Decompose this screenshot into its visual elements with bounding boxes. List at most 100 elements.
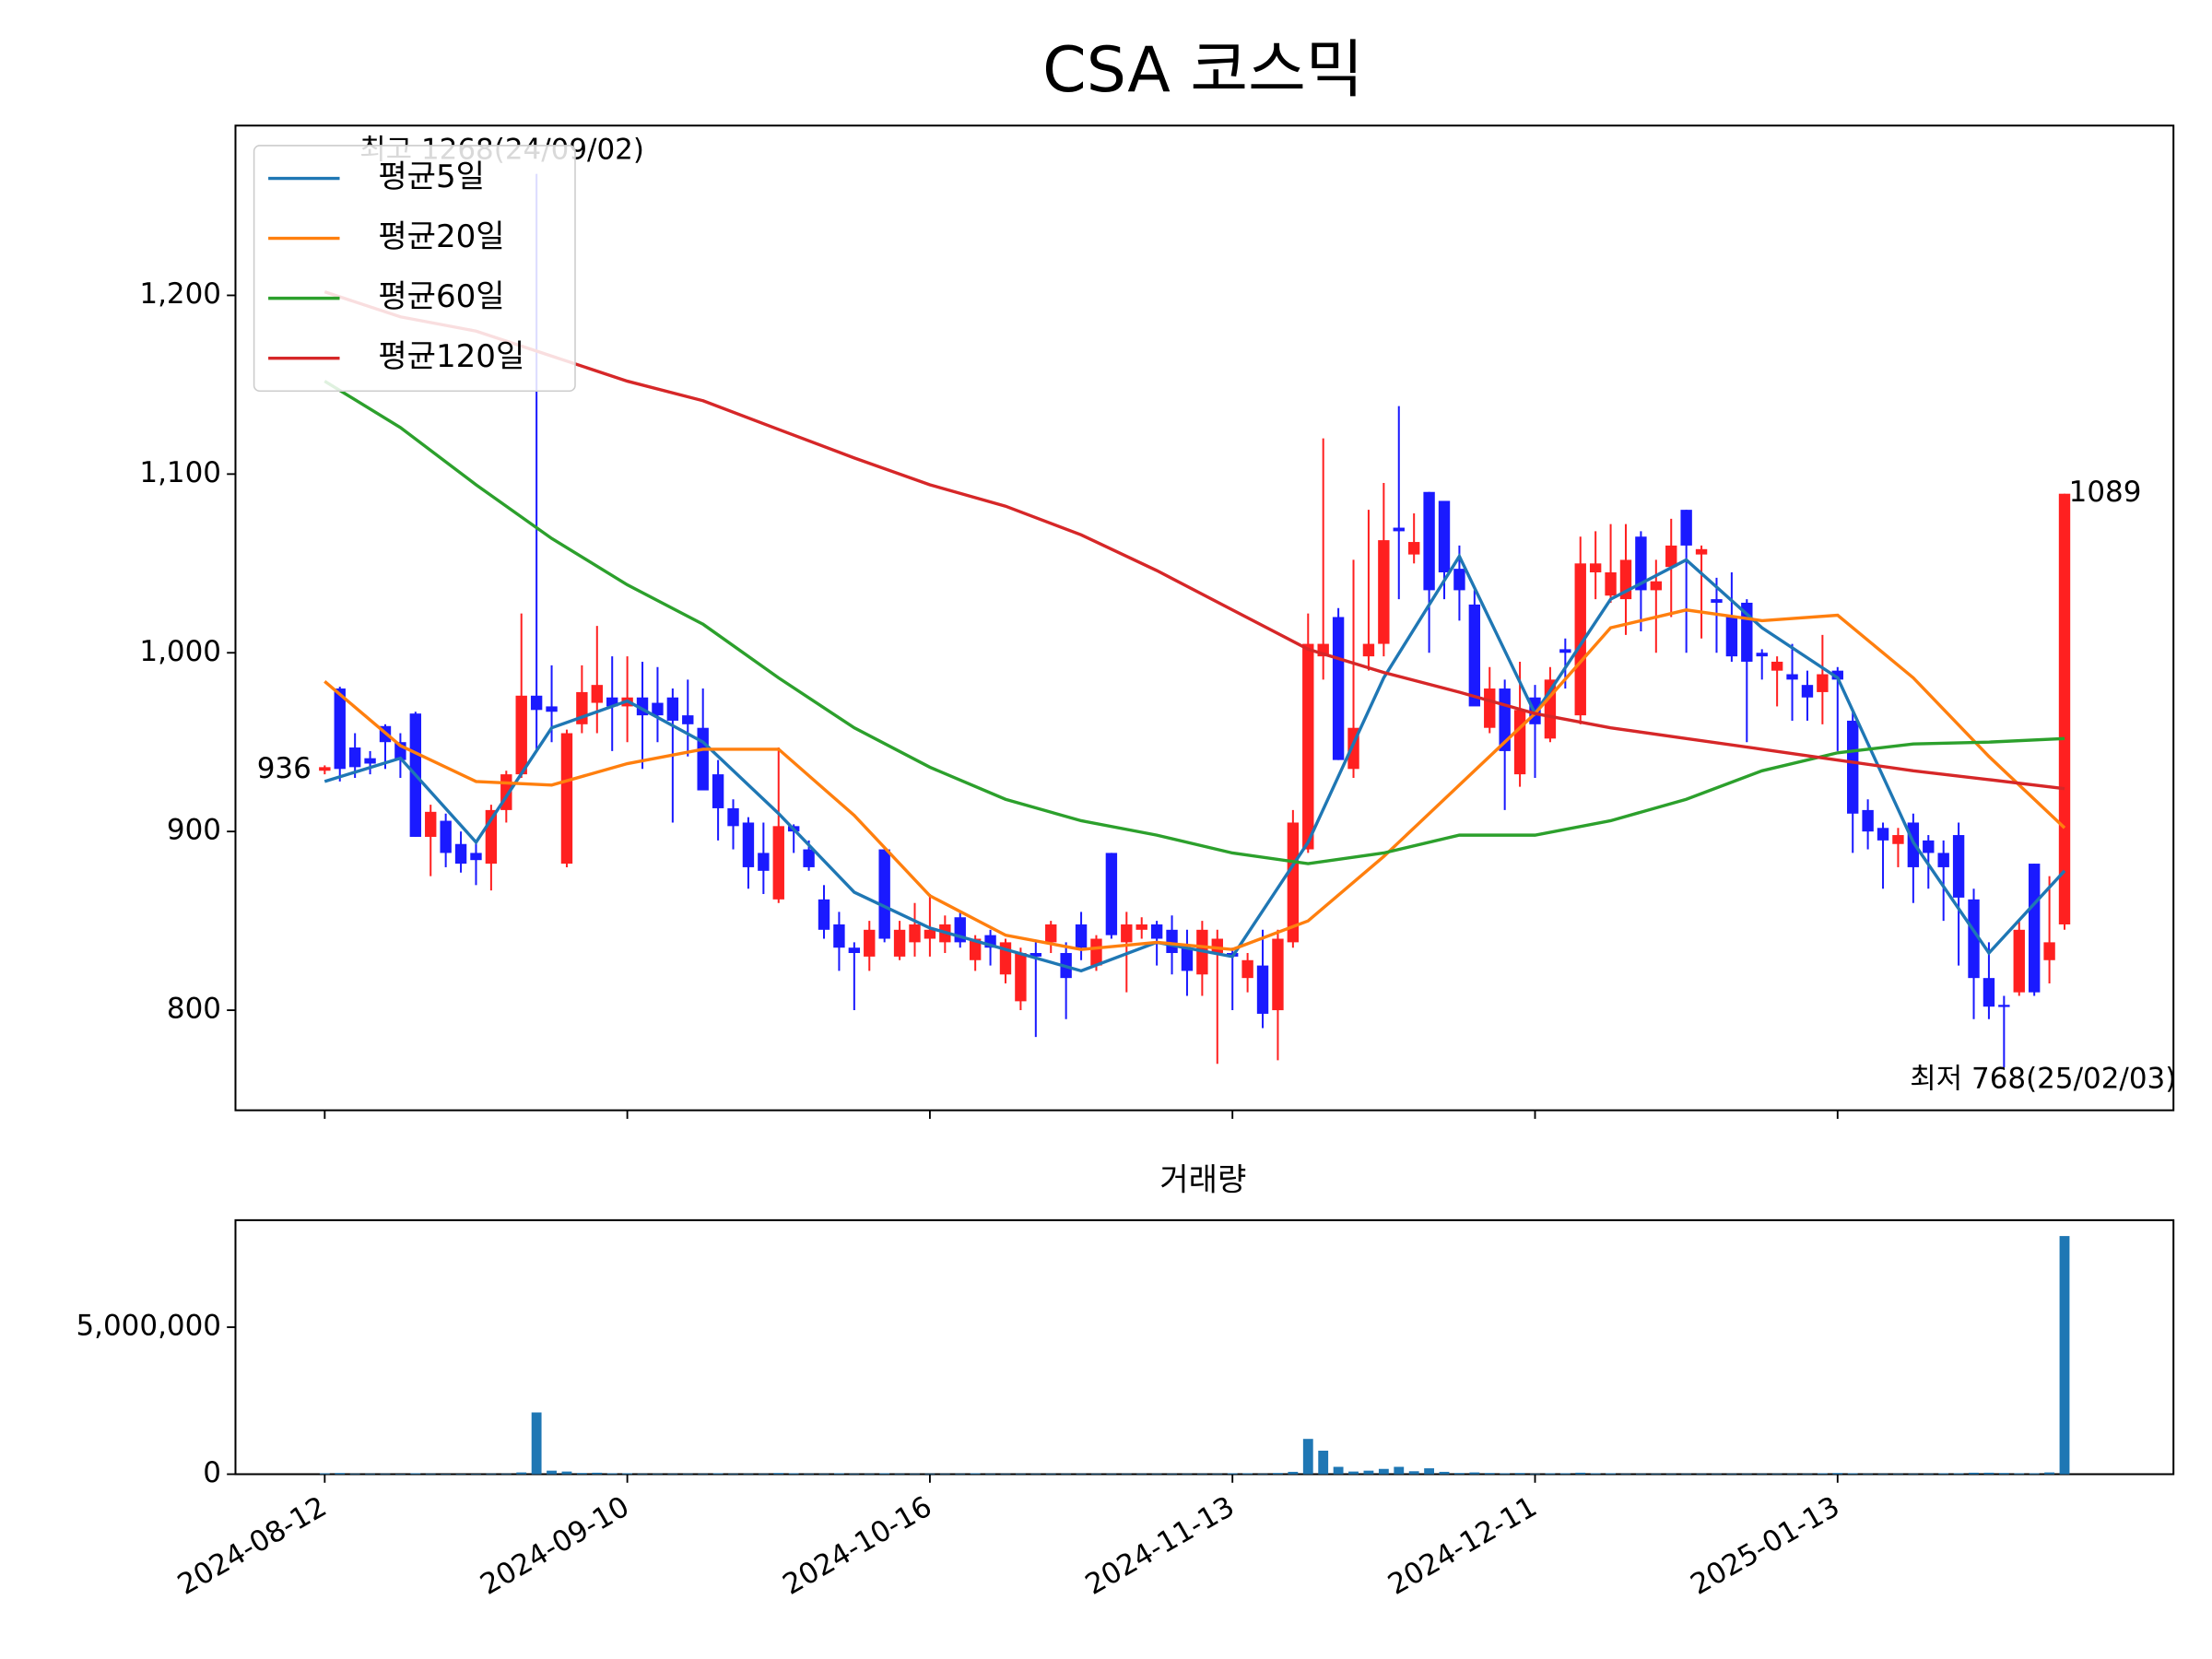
- candle-body: [1801, 685, 1814, 698]
- volume-bar: [1665, 1473, 1677, 1475]
- legend-label: 평균20일: [378, 218, 504, 255]
- candle-body: [1241, 959, 1253, 979]
- volume-bar: [939, 1473, 950, 1475]
- candle-body: [742, 822, 755, 867]
- candle-body: [1211, 938, 1223, 954]
- candle-body: [530, 695, 543, 711]
- volume-bar: [1757, 1473, 1768, 1475]
- candle-body: [1090, 938, 1102, 966]
- candle-body: [1937, 853, 1949, 867]
- volume-bar: [924, 1473, 935, 1475]
- candle-body: [1302, 643, 1314, 850]
- volume-bar: [622, 1473, 633, 1475]
- volume-bar: [1741, 1473, 1752, 1475]
- ma-line: [324, 553, 2066, 973]
- candle-body: [712, 774, 724, 808]
- candle-body: [909, 924, 921, 943]
- volume-bar: [1257, 1473, 1268, 1475]
- volume-bar: [667, 1473, 678, 1475]
- chart-title: CSA 코스믹: [1042, 34, 1363, 107]
- candle-body: [1181, 947, 1194, 971]
- candle-body: [833, 924, 845, 948]
- candle-body: [1513, 710, 1526, 775]
- volume-bar: [1908, 1473, 1919, 1475]
- volume-bar: [1288, 1471, 1299, 1475]
- volume-bar: [576, 1473, 587, 1475]
- candle-body: [1256, 965, 1269, 1014]
- volume-bar: [1514, 1473, 1525, 1475]
- volume-bar: [1863, 1473, 1874, 1475]
- volume-bar: [1106, 1473, 1117, 1475]
- volume-bar: [1318, 1450, 1329, 1475]
- candle-body: [1453, 569, 1465, 591]
- ma-line: [324, 290, 2065, 791]
- candle-body: [682, 715, 694, 724]
- volume-bar: [1045, 1473, 1056, 1475]
- volume-bar: [637, 1473, 648, 1475]
- candle-body: [848, 947, 861, 954]
- volume-bar: [1363, 1470, 1374, 1475]
- candle-body: [1484, 688, 1496, 728]
- candle-body: [1817, 674, 1829, 692]
- candle-body: [1015, 953, 1027, 1002]
- volume-title: 거래량: [1159, 1162, 1246, 1199]
- volume-bar: [955, 1473, 966, 1475]
- legend-box: [253, 145, 576, 393]
- candle-body: [1665, 545, 1677, 568]
- volume-bar: [1771, 1473, 1783, 1475]
- candle-body: [1771, 661, 1783, 671]
- volume-bar: [1076, 1473, 1087, 1475]
- candle-body: [1559, 649, 1571, 653]
- volume-bar: [2029, 1473, 2040, 1475]
- candle-body: [1407, 542, 1420, 555]
- volume-bar: [1635, 1473, 1646, 1475]
- volume-bar: [1712, 1473, 1722, 1475]
- candle-body: [470, 853, 482, 861]
- candle-body: [1121, 924, 1133, 943]
- volume-bar: [1877, 1473, 1888, 1475]
- candle-body: [758, 853, 770, 871]
- candle-body: [1923, 840, 1935, 853]
- candle-body: [1847, 720, 1859, 814]
- candle-body: [515, 695, 527, 775]
- ma-line: [324, 380, 2065, 865]
- candle-body: [1952, 835, 1965, 898]
- volume-bar: [1681, 1473, 1692, 1475]
- volume-bar: [500, 1473, 512, 1475]
- legend-label: 평균5일: [378, 159, 485, 195]
- volume-bar: [2059, 1236, 2070, 1475]
- candle-body: [2028, 864, 2041, 993]
- candle-body: [1362, 643, 1375, 657]
- volume-bar: [1484, 1473, 1495, 1475]
- volume-bar: [1439, 1471, 1450, 1475]
- candle-body: [1756, 653, 1768, 657]
- volume-bar: [1136, 1473, 1147, 1475]
- candle-body: [1635, 536, 1647, 591]
- candle-body: [2043, 942, 2055, 960]
- last-close-label: 1089: [2069, 476, 2142, 509]
- legend-label: 평균60일: [378, 278, 504, 315]
- volume-bar: [1121, 1473, 1132, 1475]
- candle-body: [546, 706, 558, 712]
- volume-bar: [1969, 1472, 1979, 1475]
- volume-bar: [1151, 1473, 1162, 1475]
- candle-body: [864, 929, 876, 957]
- candle-body: [1287, 822, 1300, 943]
- volume-bar: [834, 1473, 844, 1475]
- candle-body: [818, 899, 830, 930]
- volume-bar: [516, 1472, 527, 1475]
- volume-bar: [1061, 1473, 1072, 1475]
- candle-body: [1332, 617, 1345, 760]
- legend-label: 평균120일: [378, 338, 524, 375]
- candle-body: [727, 807, 739, 827]
- candle-body: [1695, 548, 1708, 555]
- volume-bar: [592, 1472, 603, 1475]
- volume-bar: [1302, 1439, 1313, 1475]
- volume-bar: [1726, 1473, 1737, 1475]
- candle-body: [1998, 1005, 2010, 1007]
- volume-bar: [1559, 1473, 1571, 1475]
- volume-bar: [1983, 1472, 1994, 1475]
- candle-body: [1877, 828, 1889, 841]
- volume-bar: [743, 1473, 754, 1475]
